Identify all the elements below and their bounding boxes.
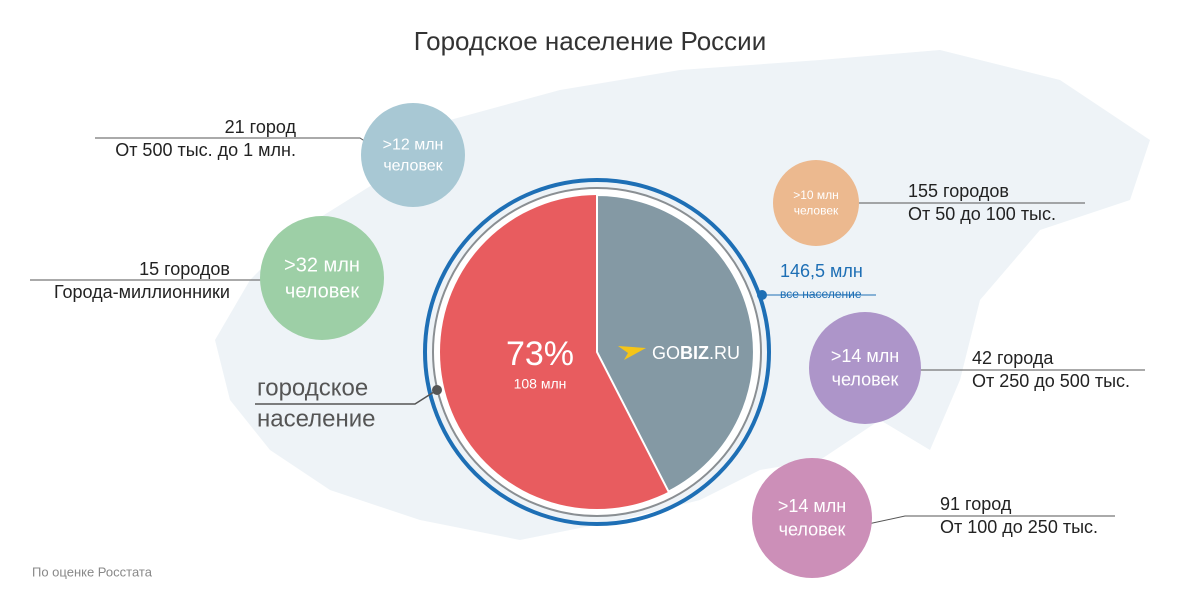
- bubble-amount: >10 млн: [793, 188, 839, 202]
- bubble-unit: человек: [832, 369, 899, 389]
- total-label: все население: [780, 287, 862, 301]
- leader-line: [867, 515, 1115, 525]
- logo-part: GO: [652, 343, 680, 363]
- bubble-unit: человек: [794, 204, 839, 218]
- cities-count: 155 городов: [908, 181, 1009, 201]
- source: По оценке Росстата: [32, 564, 153, 579]
- bubble-amount: >14 млн: [778, 496, 846, 516]
- cities-range: Города-миллионники: [54, 282, 230, 302]
- cities-count: 91 город: [940, 494, 1012, 514]
- bubble: [260, 216, 384, 340]
- cities-range: От 250 до 500 тыс.: [972, 371, 1130, 391]
- urban-label: городское: [257, 374, 368, 401]
- bubble: [773, 160, 859, 246]
- logo-part: BIZ: [680, 343, 709, 363]
- bubble-amount: >12 млн: [383, 137, 444, 154]
- bubble-amount: >14 млн: [831, 346, 899, 366]
- urban-label: население: [257, 405, 376, 432]
- cities-count: 15 городов: [139, 259, 230, 279]
- other-slice: [596, 193, 755, 494]
- logo-part: .RU: [709, 343, 740, 363]
- logo: GOBIZ.RU: [652, 343, 740, 363]
- bubble: [361, 103, 465, 207]
- cities-range: От 500 тыс. до 1 млн.: [115, 140, 296, 160]
- outer-ring: [423, 178, 771, 526]
- urban-percent: 73%: [506, 335, 574, 373]
- bubble: [752, 458, 872, 578]
- bubble-unit: человек: [383, 157, 443, 174]
- title: Городское население России: [414, 26, 766, 56]
- cities-count: 21 город: [225, 117, 297, 137]
- cities-range: От 50 до 100 тыс.: [908, 204, 1056, 224]
- bubble-unit: человек: [779, 519, 846, 539]
- cities-count: 42 города: [972, 348, 1054, 368]
- bubble-unit: человек: [285, 280, 359, 302]
- logo-icon: [618, 346, 646, 360]
- bubble-amount: >32 млн: [284, 254, 360, 276]
- cities-range: От 100 до 250 тыс.: [940, 517, 1098, 537]
- total-value: 146,5 млн: [780, 261, 863, 281]
- bubble: [809, 312, 921, 424]
- urban-count: 108 млн: [514, 376, 567, 392]
- urban-line: [255, 389, 438, 405]
